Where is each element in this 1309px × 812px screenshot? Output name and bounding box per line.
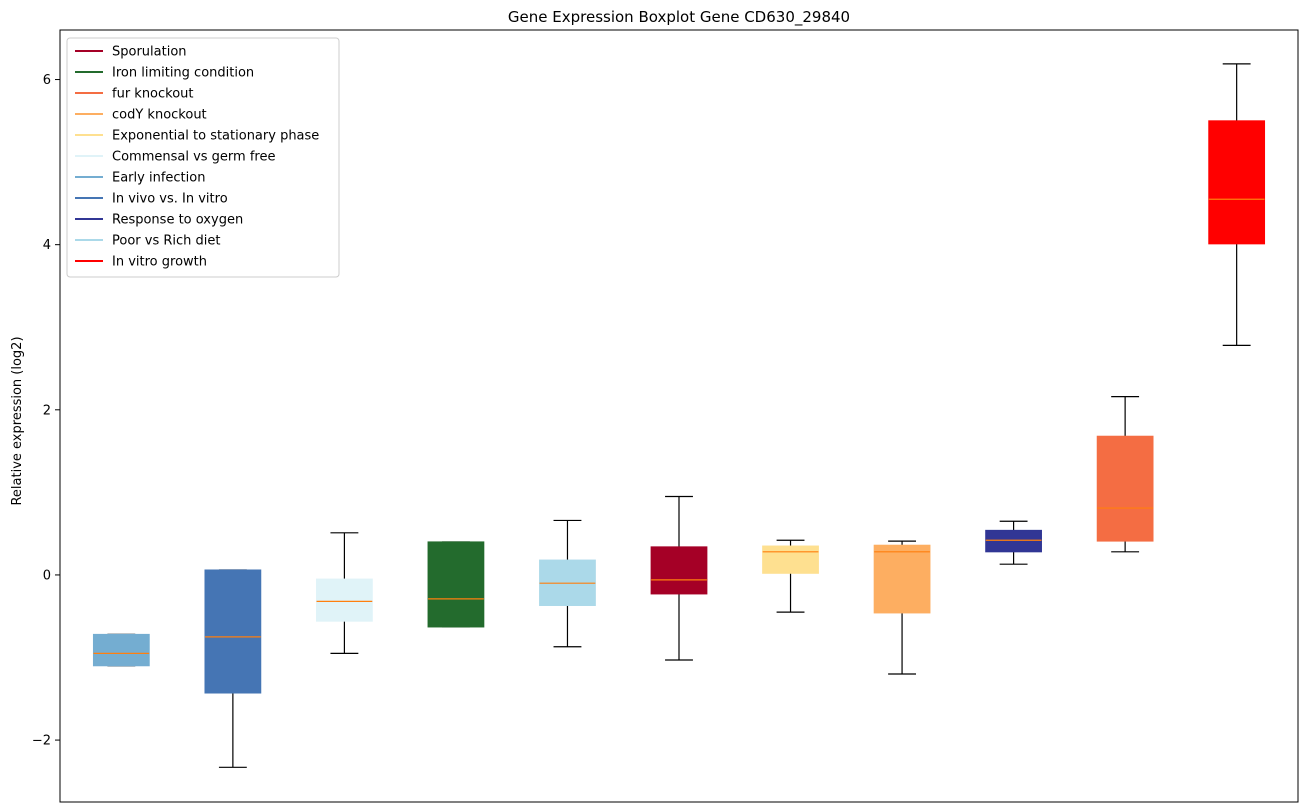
legend-item: Exponential to stationary phase (75, 129, 319, 144)
box-iqr (1208, 120, 1266, 245)
box-iqr (985, 529, 1042, 553)
box-iqr (427, 541, 485, 628)
box-iqr (1096, 435, 1154, 542)
y-tick-label: 6 (43, 73, 51, 88)
legend-label: Sporulation (112, 45, 187, 60)
box-poor-vs-rich-diet (539, 519, 596, 648)
plot-area (92, 63, 1266, 768)
legend-label: Exponential to stationary phase (112, 129, 319, 144)
legend-label: In vitro growth (112, 255, 207, 270)
legend-item: In vivo vs. In vitro (75, 192, 228, 207)
legend-item: Early infection (75, 171, 205, 186)
box-response-to-oxygen (985, 520, 1042, 565)
legend-item: codY knockout (75, 108, 207, 123)
box-iqr (92, 633, 150, 667)
box-iqr (316, 578, 373, 622)
legend-item: Sporulation (75, 45, 187, 60)
box-iqr (762, 545, 819, 574)
y-tick-label: 4 (43, 238, 51, 253)
box-iqr (650, 546, 708, 595)
box-commensal-vs-germ-free (316, 532, 373, 654)
box-iqr (204, 569, 262, 694)
legend-label: Iron limiting condition (112, 66, 254, 81)
plot-frame (59, 29, 1299, 803)
legend-label: In vivo vs. In vitro (112, 192, 228, 207)
legend-frame (66, 37, 340, 278)
box-in-vitro-growth (1208, 63, 1266, 347)
legend-item: Commensal vs germ free (75, 150, 275, 165)
box-iron-limiting-condition (427, 541, 485, 628)
box-early-infection (92, 633, 150, 667)
legend-label: Response to oxygen (112, 213, 243, 228)
legend: Sporulation Iron limiting condition fur kn… (66, 37, 340, 278)
legend-item: Poor vs Rich diet (75, 234, 220, 249)
legend-label: Poor vs Rich diet (112, 234, 220, 249)
box-sporulation (650, 495, 708, 661)
box-exponential-to-stationary-phase (762, 539, 819, 613)
legend-label: fur knockout (112, 87, 194, 102)
box-fur-knockout (1096, 395, 1154, 553)
box-cody-knockout (873, 540, 931, 675)
y-tick-label: 2 (43, 403, 51, 418)
legend-label: codY knockout (112, 108, 207, 123)
box-iqr (873, 544, 931, 614)
legend-item: Iron limiting condition (75, 66, 254, 81)
box-in-vivo-vs-in-vitro (204, 569, 262, 768)
legend-item: In vitro growth (75, 255, 207, 270)
legend-label: Early infection (112, 171, 205, 186)
y-axis-label: Relative expression (log2) (10, 336, 25, 505)
chart-title: Gene Expression Boxplot Gene CD630_29840 (508, 8, 850, 27)
legend-label: Commensal vs germ free (112, 150, 275, 165)
y-tick-label: −2 (32, 734, 51, 749)
legend-item: Response to oxygen (75, 213, 243, 228)
y-axis: −2 0 2 4 6 (32, 73, 60, 749)
legend-item: fur knockout (75, 87, 194, 102)
y-tick-label: 0 (43, 568, 51, 583)
